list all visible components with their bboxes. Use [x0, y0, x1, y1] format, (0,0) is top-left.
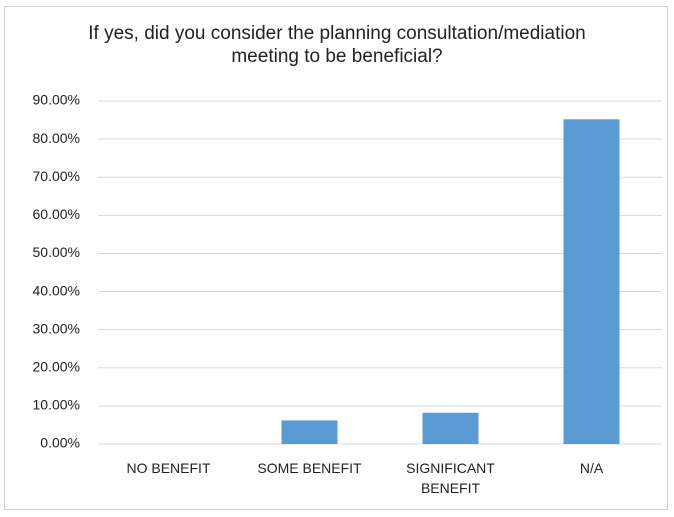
- x-tick-label: SOME BENEFIT: [257, 460, 362, 476]
- y-tick-label: 50.00%: [33, 244, 80, 260]
- y-tick-label: 20.00%: [33, 358, 80, 374]
- y-tick-label: 40.00%: [33, 282, 80, 298]
- bar: [281, 420, 338, 444]
- x-tick-label: NO BENEFIT: [126, 460, 211, 476]
- chart-frame: [4, 6, 668, 510]
- y-tick-label: 30.00%: [33, 320, 80, 336]
- y-tick-label: 60.00%: [33, 206, 80, 222]
- y-tick-label: 80.00%: [33, 130, 80, 146]
- bar: [563, 119, 620, 444]
- bar: [422, 412, 479, 444]
- y-tick-label: 10.00%: [33, 397, 80, 413]
- chart-title: If yes, did you consider the planning co…: [88, 23, 586, 67]
- y-tick-label: 70.00%: [33, 168, 80, 184]
- y-tick-label: 90.00%: [33, 92, 80, 108]
- x-tick-label: N/A: [579, 460, 604, 476]
- x-tick-label: SIGNIFICANT BENEFIT: [406, 460, 495, 496]
- y-tick-label: 0.00%: [40, 435, 80, 451]
